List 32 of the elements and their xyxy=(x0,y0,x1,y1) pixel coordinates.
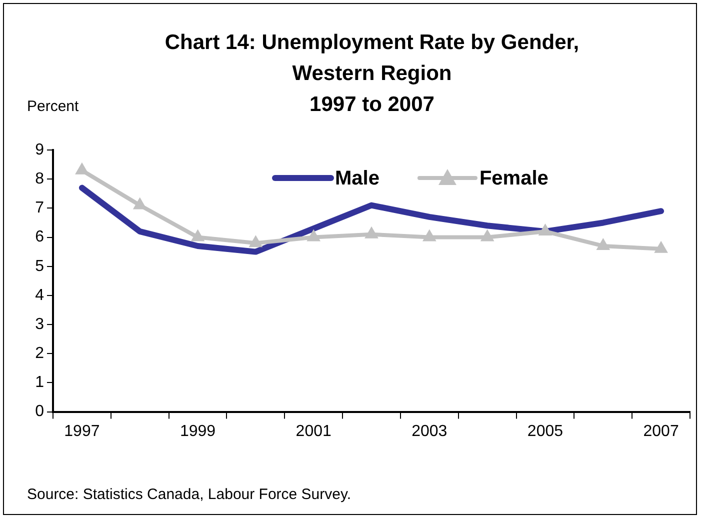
y-tick-label: 7 xyxy=(35,200,44,217)
x-tick-label: 2001 xyxy=(296,422,332,440)
x-tick-label: 2003 xyxy=(412,422,448,440)
point xyxy=(190,229,205,242)
point xyxy=(596,238,610,250)
point xyxy=(248,235,263,248)
y-tick-label: 1 xyxy=(35,374,44,392)
y-tick-label: 4 xyxy=(35,286,44,304)
x-tick-label: 1997 xyxy=(64,422,100,440)
source-note: Source: Statistics Canada, Labour Force Survey. xyxy=(27,486,352,503)
x-tick-label: 2007 xyxy=(643,422,679,440)
point xyxy=(654,240,668,253)
chart-title: Chart 14: Unemployment Rate by Gender, Western Region 1997 to 2007 xyxy=(164,30,580,116)
legend-label: Female xyxy=(479,168,548,190)
x-tick-label: 1999 xyxy=(180,422,216,440)
y-tick-label: 9 xyxy=(35,141,44,158)
y-tick-label: 0 xyxy=(35,403,44,420)
y-tick-label: 3 xyxy=(35,316,44,333)
y-tick-label: 8 xyxy=(35,170,44,188)
y-axis-title: Percent xyxy=(27,98,79,115)
point xyxy=(364,226,378,238)
point xyxy=(480,229,494,242)
point xyxy=(306,229,321,242)
legend-label: Male xyxy=(335,168,380,190)
y-tick-label: 5 xyxy=(35,258,44,275)
x-tick-label: 2005 xyxy=(527,422,564,440)
point xyxy=(422,229,436,242)
y-tick-label: 2 xyxy=(35,345,44,362)
point xyxy=(538,223,552,236)
y-tick-label: 6 xyxy=(35,228,44,246)
point xyxy=(75,162,89,174)
point xyxy=(132,197,147,210)
